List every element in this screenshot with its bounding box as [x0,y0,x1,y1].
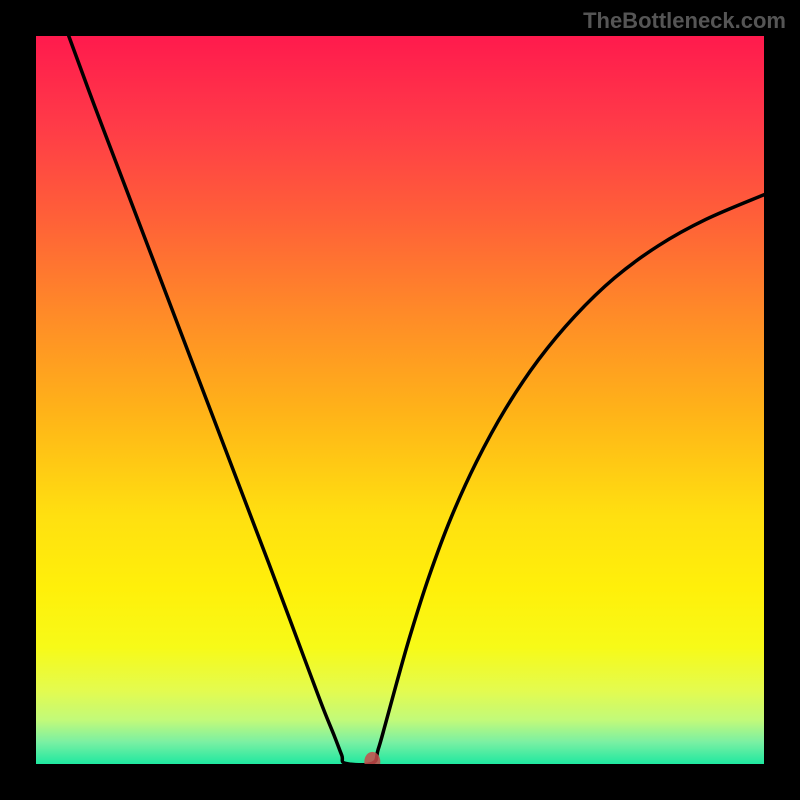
watermark-text: TheBottleneck.com [583,8,786,34]
plot-area [36,36,764,764]
gradient-background [36,36,764,764]
chart-svg [36,36,764,764]
chart-frame: TheBottleneck.com [0,0,800,800]
